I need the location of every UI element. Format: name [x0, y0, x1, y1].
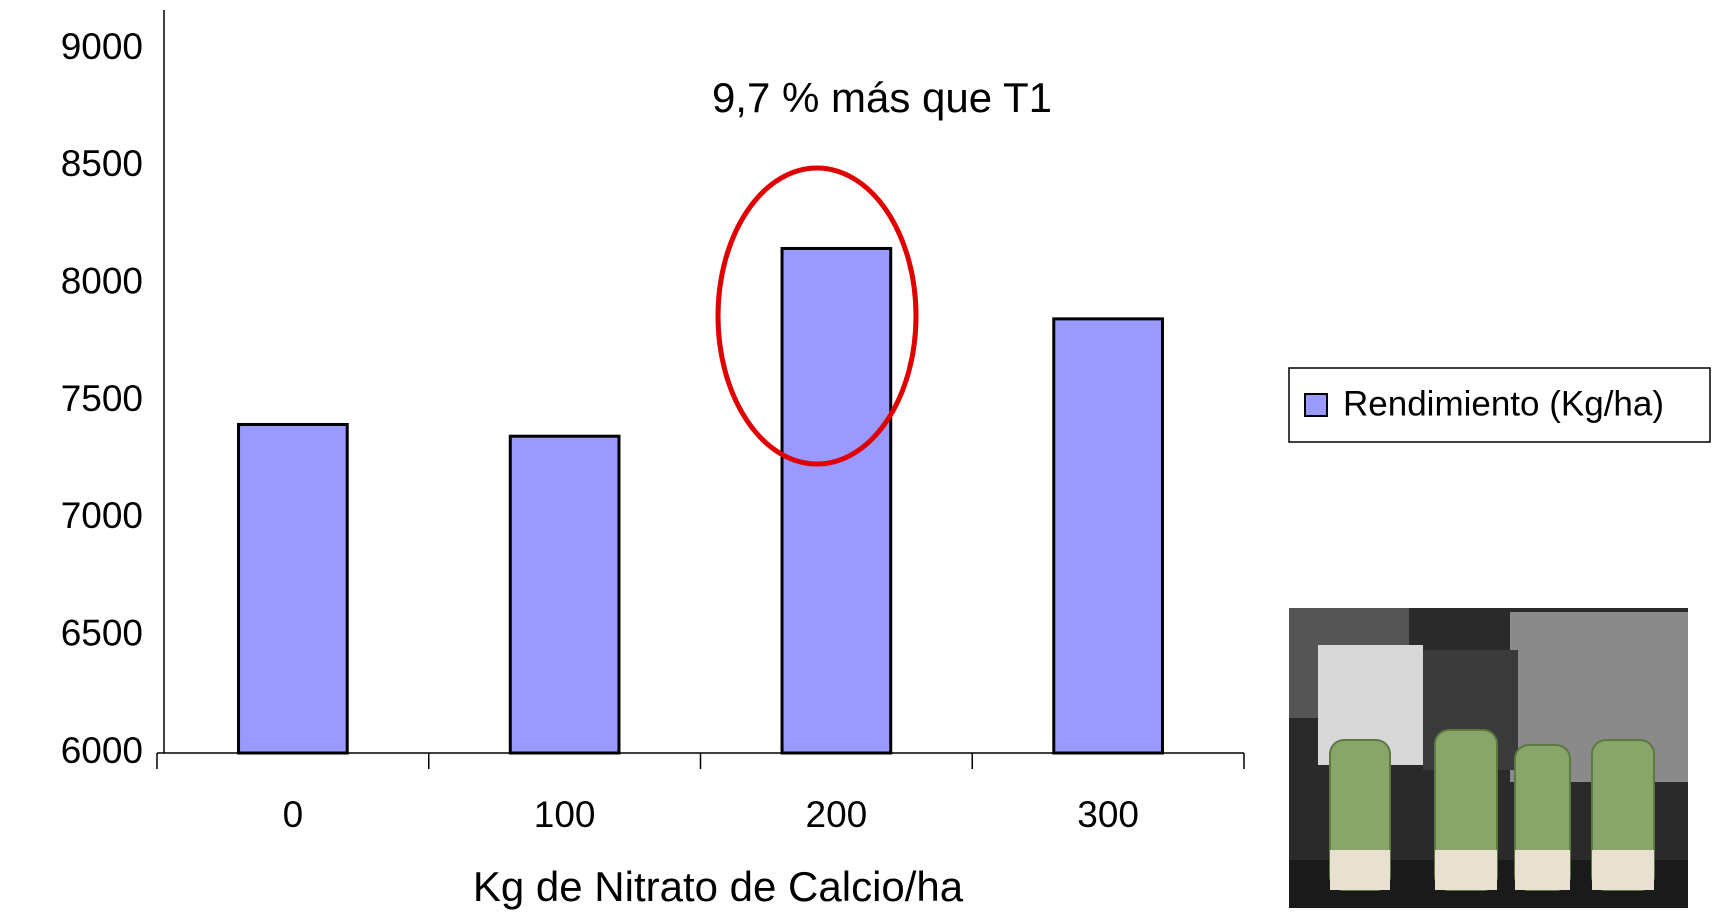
legend: Rendimiento (Kg/ha) [1288, 367, 1711, 443]
photo [1289, 608, 1688, 908]
highlight-circle [715, 165, 919, 467]
x-tick-label: 100 [534, 794, 596, 835]
legend-label: Rendimiento (Kg/ha) [1343, 384, 1664, 423]
bar [508, 434, 621, 755]
legend-swatch [1304, 393, 1328, 417]
bar [780, 246, 893, 755]
y-tick-label: 6500 [61, 612, 143, 653]
annotation: 9,7 % más que T1 [712, 74, 1052, 121]
x-tick-label: 0 [283, 794, 304, 835]
y-tick-label: 7000 [61, 495, 143, 536]
x-tick-label: 200 [806, 794, 868, 835]
y-tick-label: 8000 [61, 260, 143, 301]
x-axis-title: Kg de Nitrato de Calcio/ha [473, 863, 964, 910]
y-tick-label: 6000 [61, 730, 143, 771]
y-tick-label: 9000 [61, 26, 143, 67]
y-tick-label: 7500 [61, 378, 143, 419]
bar [1052, 317, 1164, 755]
x-tick-label: 300 [1077, 794, 1139, 835]
y-tick-label: 8500 [61, 143, 143, 184]
bar [237, 422, 349, 755]
